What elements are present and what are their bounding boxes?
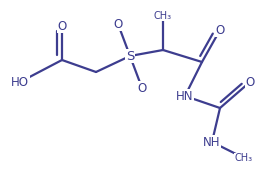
Text: HN: HN (176, 89, 194, 102)
Text: NH: NH (203, 135, 221, 148)
Text: O: O (57, 20, 67, 33)
Text: CH₃: CH₃ (154, 11, 172, 21)
Text: HO: HO (11, 76, 29, 89)
Text: O: O (137, 81, 147, 94)
Text: O: O (113, 17, 123, 31)
Text: O: O (245, 76, 255, 89)
Text: CH₃: CH₃ (235, 153, 253, 163)
Text: O: O (215, 23, 225, 36)
Text: S: S (126, 49, 134, 62)
